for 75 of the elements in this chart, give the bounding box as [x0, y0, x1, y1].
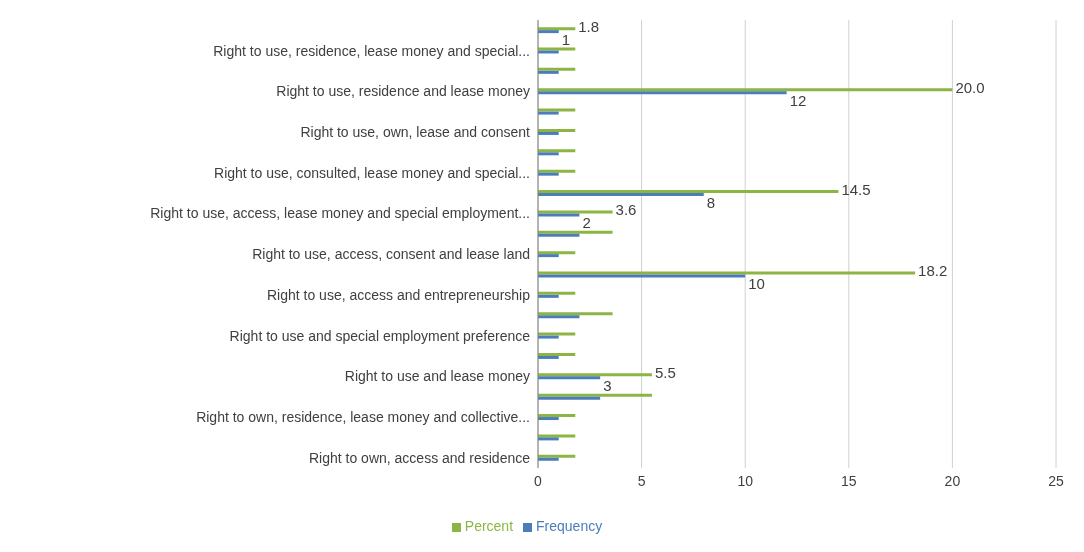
bar	[538, 111, 559, 115]
y-tick-label: Right to use and special employment preference	[229, 327, 531, 344]
bar	[538, 294, 559, 298]
x-tick-label: 20	[944, 472, 961, 489]
bar	[538, 454, 576, 458]
y-tick-label: Right to own, access and residence	[308, 449, 531, 466]
bar	[538, 393, 652, 397]
data-label: 5.5	[654, 363, 676, 381]
bar	[538, 30, 559, 34]
bar	[538, 230, 613, 234]
legend-label: Percent	[464, 518, 514, 534]
y-tick-label: Right to use, residence and lease money	[276, 83, 530, 100]
legend-label: Frequency	[536, 518, 603, 534]
bar	[538, 335, 559, 339]
x-tick-label: 5	[637, 472, 646, 489]
bar	[538, 396, 601, 400]
data-label: 2	[582, 214, 591, 232]
bar	[538, 47, 576, 51]
bar	[538, 437, 559, 441]
bar	[538, 417, 559, 421]
bar	[538, 88, 953, 92]
bar	[538, 172, 559, 176]
y-tick-label: Right to use, access, lease money and special employment...	[150, 205, 530, 222]
data-label: 1.8	[578, 17, 600, 35]
data-label: 18.2	[918, 261, 948, 279]
x-tick-label: 10	[737, 472, 754, 489]
bar	[538, 149, 576, 153]
bar	[538, 50, 559, 54]
bar	[538, 91, 787, 95]
data-label: 1	[561, 31, 571, 49]
bar	[538, 251, 576, 255]
bar	[538, 108, 576, 112]
y-tick-label: Right to own, residence, lease money and collective...	[196, 409, 530, 426]
x-tick-label: 25	[1048, 472, 1064, 489]
bar	[538, 315, 580, 319]
y-tick-label: Right to use, own, lease and consent	[300, 123, 531, 140]
x-tick-label: 15	[841, 472, 857, 489]
bar	[538, 332, 576, 336]
bar	[538, 213, 580, 217]
bar	[538, 312, 613, 316]
bar	[538, 373, 652, 377]
bar	[538, 67, 576, 71]
data-label: 20.0	[955, 78, 985, 96]
bar	[538, 233, 580, 237]
bar	[538, 131, 559, 135]
data-label: 8	[706, 194, 716, 212]
bar	[538, 376, 601, 380]
bar	[538, 291, 576, 295]
bar	[538, 169, 576, 173]
y-tick-label: Right to use and lease money	[344, 368, 530, 385]
y-tick-label: Right to use, access and entrepreneurship	[266, 286, 531, 303]
bar	[538, 128, 576, 132]
bar	[538, 414, 576, 418]
y-tick-label: Right to use, residence, lease money and special...	[213, 42, 530, 59]
bar	[538, 457, 559, 461]
bar	[538, 152, 559, 156]
bar	[538, 274, 746, 278]
data-label: 3.6	[615, 200, 637, 218]
bar	[538, 271, 916, 275]
bar	[538, 210, 613, 214]
bar	[538, 193, 704, 197]
bar	[538, 70, 559, 74]
y-tick-label: Right to use, access, consent and lease land	[252, 246, 530, 263]
data-label: 3	[603, 377, 612, 395]
data-label: 12	[789, 92, 807, 110]
data-label: 14.5	[841, 180, 871, 198]
y-tick-label: Right to use, consulted, lease money and special...	[214, 164, 530, 181]
x-tick-label: 0	[534, 472, 543, 489]
bar	[538, 355, 559, 359]
bar	[538, 352, 576, 356]
bar	[538, 434, 576, 438]
data-label: 10	[748, 275, 765, 293]
bar	[538, 254, 559, 258]
bar	[538, 190, 839, 194]
bar	[538, 27, 576, 31]
